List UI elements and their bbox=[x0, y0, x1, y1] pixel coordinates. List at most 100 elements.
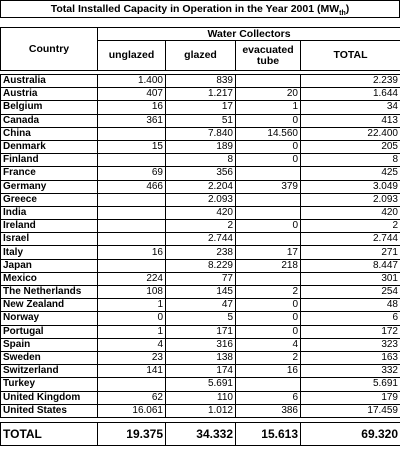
value-cell: 466 bbox=[97, 179, 166, 194]
value-cell: 16.061 bbox=[97, 403, 166, 418]
row: Australia 1.400 839 2.239 bbox=[0, 73, 400, 89]
value-cell: 172 bbox=[300, 324, 400, 339]
title: Total Installed Capacity in Operation in… bbox=[0, 0, 400, 18]
country-cell: Switzerland bbox=[0, 364, 98, 379]
country-cell: Finland bbox=[0, 153, 98, 168]
country-cell: Canada bbox=[0, 113, 98, 128]
column-header: TOTAL bbox=[299, 40, 400, 71]
value-cell: 1.217 bbox=[165, 87, 236, 102]
country-cell: Ireland bbox=[0, 219, 98, 234]
value-cell: 2.093 bbox=[165, 192, 236, 207]
country-cell: Sweden bbox=[0, 350, 98, 366]
value-cell: 16 bbox=[97, 100, 166, 115]
value-cell: 20 bbox=[235, 87, 301, 102]
row: Portugal 1 171 0 172 bbox=[0, 324, 400, 339]
value-cell: 163 bbox=[300, 350, 400, 366]
value-cell bbox=[235, 192, 301, 207]
value-cell bbox=[235, 232, 301, 247]
value-cell bbox=[97, 232, 166, 247]
value-cell: 0 bbox=[235, 139, 301, 155]
value-cell: 420 bbox=[300, 205, 400, 221]
value-cell bbox=[235, 377, 301, 392]
row: Japan 8.229 218 8.447 bbox=[0, 258, 400, 273]
country-cell: France bbox=[0, 166, 98, 181]
total-table: TOTAL 19.375 34.332 15.613 69.320 bbox=[0, 421, 400, 446]
value-cell: 2 bbox=[300, 219, 400, 234]
value-cell bbox=[97, 377, 166, 392]
row: Canada 361 51 0 413 bbox=[0, 113, 400, 128]
column-header: glazed bbox=[165, 40, 236, 71]
country-cell: Norway bbox=[0, 311, 98, 326]
value-cell bbox=[235, 205, 301, 221]
value-cell: 3.049 bbox=[300, 179, 400, 194]
row: Mexico 224 77 301 bbox=[0, 271, 400, 287]
value-cell: 205 bbox=[300, 139, 400, 155]
value-cell: 0 bbox=[235, 324, 301, 339]
value-cell: 8 bbox=[300, 153, 400, 168]
country-cell: The Netherlands bbox=[0, 284, 98, 300]
country-cell: Japan bbox=[0, 258, 98, 273]
value-cell: 23 bbox=[97, 350, 166, 366]
country-cell: Turkey bbox=[0, 377, 98, 392]
value-cell: 1.012 bbox=[165, 403, 236, 418]
value-cell: 7.840 bbox=[165, 126, 236, 141]
value-cell bbox=[97, 219, 166, 234]
value-cell: 77 bbox=[165, 271, 236, 287]
row: United States 16.061 1.012 386 17.459 bbox=[0, 403, 400, 418]
value-cell: 316 bbox=[165, 337, 236, 352]
value-cell bbox=[97, 205, 166, 221]
total-row: TOTAL 19.375 34.332 15.613 69.320 bbox=[0, 421, 400, 446]
value-cell: 62 bbox=[97, 390, 166, 405]
value-cell: 16 bbox=[235, 364, 301, 379]
row: The Netherlands 108 145 2 254 bbox=[0, 284, 400, 300]
value-cell bbox=[97, 126, 166, 141]
row: Ireland 2 0 2 bbox=[0, 219, 400, 234]
country-cell: Greece bbox=[0, 192, 98, 207]
value-cell: 8 bbox=[165, 153, 236, 168]
country-cell: New Zealand bbox=[0, 298, 98, 313]
value-cell: 332 bbox=[300, 364, 400, 379]
country-cell: Austria bbox=[0, 87, 98, 102]
value-cell bbox=[235, 73, 301, 89]
value-cell: 5.691 bbox=[165, 377, 236, 392]
value-cell: 174 bbox=[165, 364, 236, 379]
value-cell: 179 bbox=[300, 390, 400, 405]
value-cell bbox=[97, 258, 166, 273]
value-cell: 0 bbox=[235, 153, 301, 168]
data-table: Australia 1.400 839 2.239 Austria 407 1.217 20 1… bbox=[0, 73, 400, 418]
row: New Zealand 1 47 0 48 bbox=[0, 298, 400, 313]
value-cell: 2.204 bbox=[165, 179, 236, 194]
value-cell: 0 bbox=[235, 298, 301, 313]
value-cell: 69 bbox=[97, 166, 166, 181]
total-cell: 19.375 bbox=[97, 421, 166, 446]
value-cell: 1 bbox=[235, 100, 301, 115]
value-cell: 271 bbox=[300, 245, 400, 260]
country-cell: Italy bbox=[0, 245, 98, 260]
value-cell: 141 bbox=[97, 364, 166, 379]
country-cell: Denmark bbox=[0, 139, 98, 155]
value-cell: 2.093 bbox=[300, 192, 400, 207]
row: Germany 466 2.204 379 3.049 bbox=[0, 179, 400, 194]
row: United Kingdom 62 110 6 179 bbox=[0, 390, 400, 405]
value-cell: 386 bbox=[235, 403, 301, 418]
header-group: Water Collectors bbox=[96, 27, 400, 41]
value-cell bbox=[235, 166, 301, 181]
value-cell: 301 bbox=[300, 271, 400, 287]
value-cell: 17 bbox=[235, 245, 301, 260]
value-cell: 14.560 bbox=[235, 126, 301, 141]
value-cell: 15 bbox=[97, 139, 166, 155]
value-cell: 17.459 bbox=[300, 403, 400, 418]
value-cell: 218 bbox=[235, 258, 301, 273]
value-cell bbox=[97, 153, 166, 168]
value-cell: 48 bbox=[300, 298, 400, 313]
value-cell: 4 bbox=[235, 337, 301, 352]
value-cell: 4 bbox=[97, 337, 166, 352]
row: Austria 407 1.217 20 1.644 bbox=[0, 87, 400, 102]
row: Finland 8 0 8 bbox=[0, 153, 400, 168]
value-cell: 8.229 bbox=[165, 258, 236, 273]
value-cell: 189 bbox=[165, 139, 236, 155]
value-cell: 108 bbox=[97, 284, 166, 300]
value-cell: 224 bbox=[97, 271, 166, 287]
row: Turkey 5.691 5.691 bbox=[0, 377, 400, 392]
